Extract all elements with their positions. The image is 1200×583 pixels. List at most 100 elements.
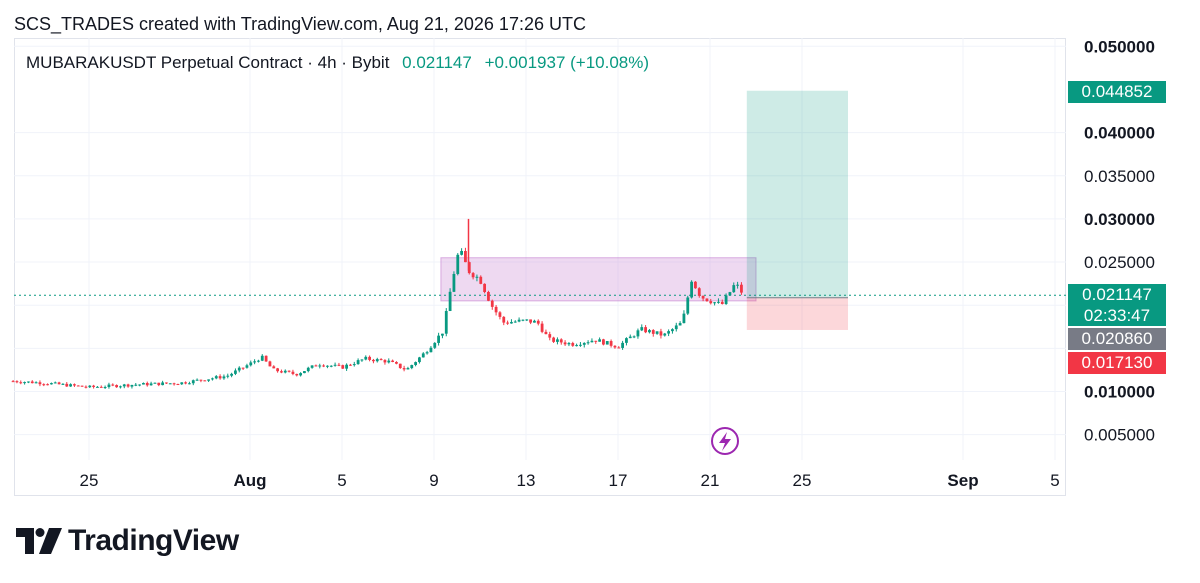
candle-body — [659, 331, 663, 336]
candle-body — [548, 334, 552, 338]
candle-body — [115, 385, 118, 388]
candle-body — [230, 373, 233, 376]
candle-body — [644, 327, 647, 333]
candle-body — [50, 383, 53, 385]
y-tick-label: 0.030000 — [1084, 210, 1155, 229]
lightning-icon[interactable] — [711, 427, 739, 455]
candle-body — [272, 366, 276, 369]
candle-body — [582, 342, 586, 345]
candle-body — [605, 341, 609, 345]
candle-body — [326, 365, 329, 367]
candle-body — [540, 323, 544, 332]
candle-body — [61, 383, 65, 385]
candle-body — [299, 373, 302, 376]
candle-body — [57, 382, 61, 385]
candle-body — [571, 343, 575, 346]
candle-body — [479, 276, 483, 284]
candle-body — [142, 382, 145, 385]
last-price-value: 0.021147 — [1082, 285, 1152, 304]
candle-body — [149, 383, 153, 386]
candle-body — [176, 384, 180, 386]
candle-body — [732, 285, 736, 293]
candle-body — [379, 359, 383, 361]
candle-body — [15, 381, 19, 383]
candle-body — [19, 382, 23, 384]
candle-body — [30, 381, 34, 384]
candle-body — [234, 370, 237, 374]
candle-body — [84, 386, 88, 388]
candle-body — [536, 320, 540, 324]
candle-body — [444, 310, 448, 334]
candle-body — [517, 319, 521, 322]
candle-body — [636, 330, 640, 337]
candle-body — [705, 298, 709, 302]
candle-body — [625, 338, 628, 343]
candle-body — [602, 339, 605, 345]
candle-body — [506, 322, 509, 324]
symbol-legend: MUBARAKUSDT Perpetual Contract · 4h · By… — [26, 53, 649, 73]
candle-body — [720, 301, 724, 304]
candle-body — [195, 379, 199, 381]
candle-body — [678, 323, 682, 326]
candle-body — [441, 333, 444, 336]
candle-body — [165, 382, 168, 384]
candle-body — [598, 339, 601, 342]
candle-body — [498, 312, 502, 317]
candle-body — [471, 273, 475, 278]
candle-body — [410, 365, 414, 369]
candle-body — [533, 320, 536, 323]
stop-price-label: 0.017130 — [1068, 352, 1166, 374]
candle-body — [42, 384, 46, 386]
x-tick-label: 9 — [429, 471, 438, 490]
x-tick-label: 25 — [80, 471, 99, 490]
candle-body — [126, 384, 130, 387]
y-tick-label: 0.005000 — [1084, 426, 1155, 445]
candle-body — [425, 352, 429, 354]
candle-body — [674, 325, 678, 330]
candle-body — [406, 368, 410, 370]
candle-body — [107, 384, 111, 388]
candle-body — [138, 384, 141, 386]
x-tick-label: 5 — [337, 471, 346, 490]
candle-body — [686, 297, 690, 314]
candle-body — [253, 361, 256, 363]
candle-body — [145, 382, 149, 386]
candle-body — [314, 365, 318, 367]
candle-body — [349, 364, 352, 366]
y-tick-label: 0.035000 — [1084, 167, 1155, 186]
candle-body — [53, 382, 57, 384]
candle-body — [360, 359, 364, 361]
candle-body — [510, 322, 513, 324]
candle-body — [249, 362, 253, 366]
stop-zone — [746, 297, 848, 330]
candle-body — [291, 371, 295, 374]
candle-body — [295, 373, 299, 376]
candle-body — [655, 331, 659, 334]
last-price: 0.021147 — [402, 53, 472, 72]
candle-body — [329, 365, 333, 367]
symbol-title[interactable]: MUBARAKUSDT Perpetual Contract · 4h · By… — [26, 53, 390, 72]
candle-body — [529, 319, 532, 323]
candle-body — [283, 370, 287, 373]
candle-body — [34, 382, 38, 384]
candle-body — [418, 357, 421, 363]
candle-body — [448, 291, 452, 311]
candle-body — [701, 295, 705, 299]
candle-body — [475, 276, 479, 278]
x-tick-label: 17 — [609, 471, 628, 490]
bar-countdown: 02:33:47 — [1083, 306, 1151, 325]
candle-body — [287, 370, 291, 372]
tradingview-brand[interactable]: TradingView — [16, 524, 239, 558]
candle-body — [280, 371, 283, 373]
candle-body — [211, 378, 214, 380]
candle-body — [65, 383, 69, 387]
attribution-text: SCS_TRADES created with TradingView.com,… — [14, 14, 586, 34]
candle-body — [134, 384, 138, 386]
brand-name: TradingView — [68, 524, 239, 557]
candle-body — [161, 382, 164, 386]
candle-body — [387, 360, 391, 363]
candle-body — [632, 336, 636, 338]
candle-body — [372, 359, 375, 362]
target-price-label: 0.044852 — [1068, 81, 1166, 103]
